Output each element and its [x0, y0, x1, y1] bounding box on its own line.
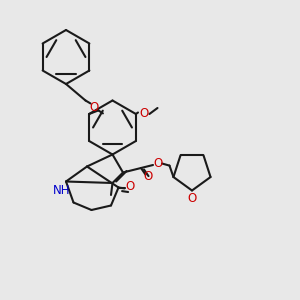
Text: O: O [126, 180, 135, 193]
Text: O: O [140, 107, 148, 120]
Text: NH: NH [53, 184, 70, 197]
Text: O: O [144, 170, 153, 184]
Text: O: O [153, 157, 162, 170]
Text: O: O [90, 100, 99, 114]
Text: O: O [188, 191, 196, 205]
